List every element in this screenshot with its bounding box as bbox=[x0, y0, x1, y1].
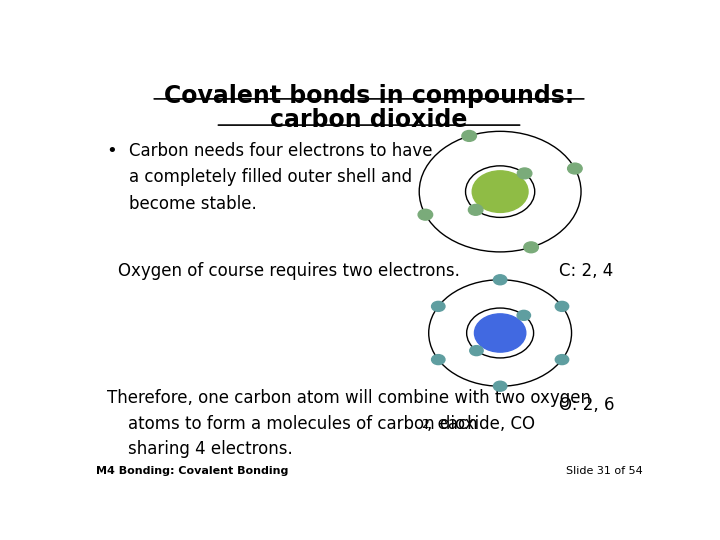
Circle shape bbox=[469, 346, 483, 356]
Circle shape bbox=[517, 310, 531, 320]
Circle shape bbox=[493, 381, 507, 391]
Circle shape bbox=[462, 131, 477, 141]
Text: O: 2, 6: O: 2, 6 bbox=[559, 396, 614, 414]
Circle shape bbox=[474, 314, 526, 352]
Text: •: • bbox=[107, 141, 117, 160]
Text: 2: 2 bbox=[421, 418, 429, 431]
Circle shape bbox=[518, 168, 532, 179]
Text: sharing 4 electrons.: sharing 4 electrons. bbox=[107, 440, 292, 458]
Text: C: 2, 4: C: 2, 4 bbox=[559, 262, 613, 280]
Text: Slide 31 of 54: Slide 31 of 54 bbox=[566, 465, 642, 476]
Circle shape bbox=[431, 301, 445, 312]
Circle shape bbox=[567, 163, 582, 174]
Text: Carbon needs four electrons to have
a completely filled outer shell and
become s: Carbon needs four electrons to have a co… bbox=[129, 141, 433, 213]
Circle shape bbox=[493, 275, 507, 285]
Circle shape bbox=[524, 242, 539, 253]
Text: atoms to form a molecules of carbon dioxide, CO: atoms to form a molecules of carbon diox… bbox=[107, 415, 535, 433]
Text: M4 Bonding: Covalent Bonding: M4 Bonding: Covalent Bonding bbox=[96, 465, 288, 476]
Text: Therefore, one carbon atom will combine with two oxygen: Therefore, one carbon atom will combine … bbox=[107, 389, 590, 407]
Circle shape bbox=[418, 210, 433, 220]
Text: Covalent bonds in compounds:: Covalent bonds in compounds: bbox=[164, 84, 574, 107]
Text: carbon dioxide: carbon dioxide bbox=[270, 109, 468, 132]
Text: Oxygen of course requires two electrons.: Oxygen of course requires two electrons. bbox=[118, 262, 460, 280]
Circle shape bbox=[472, 171, 528, 212]
Circle shape bbox=[431, 355, 445, 365]
Circle shape bbox=[469, 205, 483, 215]
Circle shape bbox=[555, 301, 569, 312]
Text: , each: , each bbox=[427, 415, 477, 433]
Circle shape bbox=[555, 355, 569, 365]
